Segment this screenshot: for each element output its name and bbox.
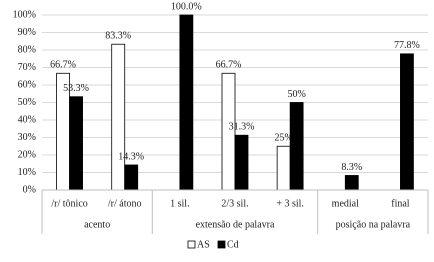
legend-label: AS: [197, 239, 210, 250]
y-tick-label: 60%: [18, 79, 36, 90]
x-tick-label: final: [391, 198, 410, 209]
bar: [179, 14, 194, 191]
bar: [400, 53, 414, 191]
y-tick-label: 30%: [18, 132, 36, 143]
y-tick-label: 50%: [18, 97, 36, 108]
bar: [124, 164, 139, 191]
bar: [234, 134, 249, 191]
legend-label: Cd: [227, 239, 239, 250]
x-tick-label: /r/ átono: [108, 198, 142, 209]
value-label: 66.7%: [50, 60, 76, 71]
bar: [344, 175, 359, 191]
y-tick-label: 40%: [18, 114, 36, 125]
x-tick-label: + 3 sil.: [276, 198, 304, 209]
value-label: 66.7%: [216, 60, 242, 71]
y-tick-label: 10%: [18, 167, 36, 178]
y-tick-label: 0%: [23, 184, 36, 195]
y-tick-label: 90%: [18, 27, 36, 38]
value-label: 53.3%: [63, 83, 89, 94]
legend-swatch: [187, 240, 196, 249]
x-tick-label: 1 sil.: [170, 198, 189, 209]
group-label: extensão de palavra: [196, 219, 275, 230]
x-tick-label: /r/ tônico: [51, 198, 87, 209]
y-tick-label: 20%: [18, 149, 36, 160]
value-label: 77.8%: [394, 40, 420, 51]
group-label: posição na palavra: [336, 219, 411, 230]
group-label: acento: [84, 219, 110, 230]
value-label: 8.3%: [341, 162, 362, 173]
value-label: 83.3%: [105, 31, 131, 42]
value-label: 31.3%: [229, 122, 255, 133]
bar: [289, 102, 304, 191]
x-tick-label: 2/3 sil.: [221, 198, 248, 209]
value-label: 50%: [287, 89, 305, 100]
x-tick-label: medial: [332, 198, 359, 209]
y-tick-label: 100%: [13, 9, 36, 20]
y-tick-label: 80%: [18, 44, 36, 55]
bar: [111, 43, 126, 191]
value-label: 100.0%: [171, 1, 202, 12]
bar: [276, 145, 291, 191]
value-label: 14.3%: [118, 151, 144, 162]
bar: [69, 96, 83, 191]
y-tick-label: 70%: [18, 62, 36, 73]
legend-swatch: [217, 240, 226, 249]
value-label: 25%: [274, 133, 292, 144]
